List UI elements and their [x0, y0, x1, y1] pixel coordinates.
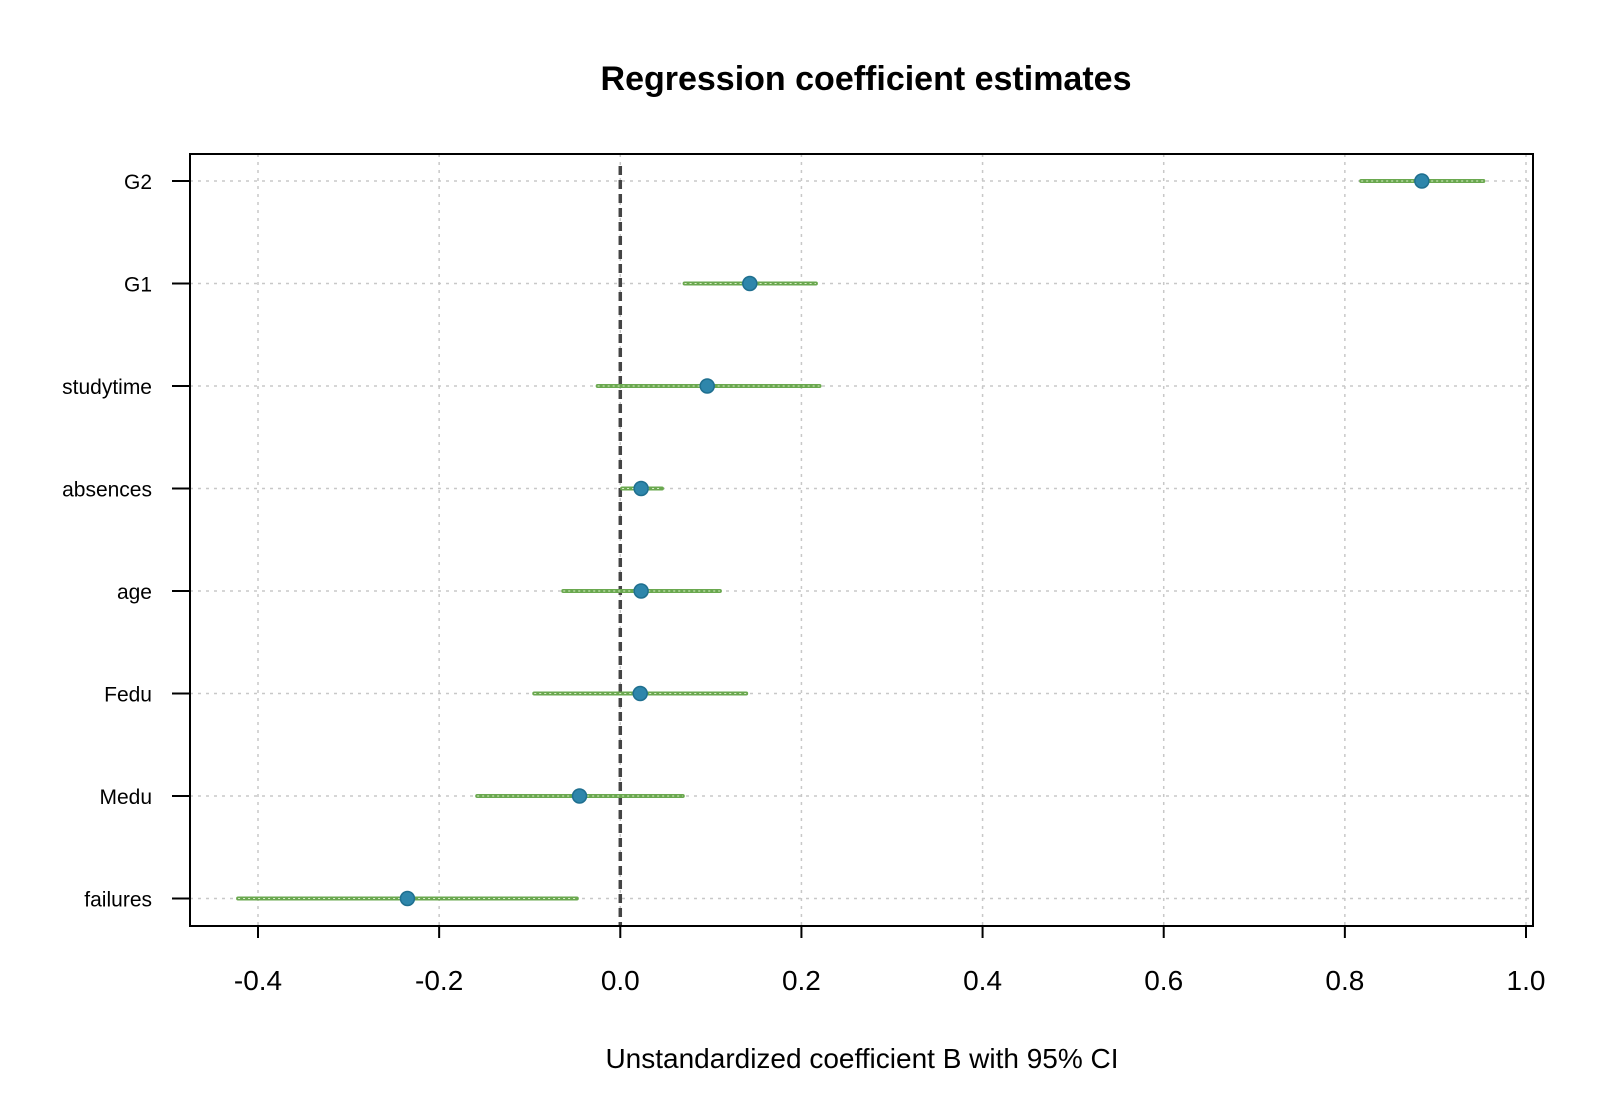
estimate-point — [632, 685, 648, 702]
x-tick-label: -0.4 — [234, 965, 282, 996]
chart-title: Regression coefficient estimates — [601, 60, 1132, 98]
x-tick-label: 0.2 — [782, 965, 821, 996]
y-tick-label: age — [117, 581, 152, 604]
y-tick-label: absences — [62, 479, 152, 502]
y-tick-label: Medu — [99, 786, 152, 809]
estimate-point — [1414, 173, 1430, 189]
estimate-point — [571, 788, 588, 804]
y-axis: G2 G1 studytime absences age Fedu Medu failures — [62, 171, 190, 912]
y-tick-label: failures — [84, 889, 152, 912]
estimate-point — [699, 378, 715, 394]
estimate-points — [399, 173, 1430, 907]
x-tick-label: 0.0 — [601, 965, 640, 996]
y-tick-label: G1 — [124, 274, 152, 297]
grid-lines — [190, 154, 1533, 926]
x-axis: -0.4 -0.2 0.0 0.2 0.4 0.6 0.8 1.0 — [234, 926, 1546, 996]
confidence-intervals — [236, 179, 1486, 901]
estimate-point — [399, 890, 416, 907]
estimate-point — [742, 275, 758, 292]
y-tick-label: Fedu — [104, 684, 152, 707]
x-tick-label: 1.0 — [1507, 965, 1546, 996]
x-axis-label: Unstandardized coefficient B with 95% CI — [605, 1043, 1118, 1074]
x-tick-label: 0.8 — [1325, 965, 1364, 996]
x-tick-label: -0.2 — [415, 965, 463, 996]
x-tick-label: 0.4 — [963, 965, 1002, 996]
y-tick-label: G2 — [124, 171, 152, 194]
y-tick-label: studytime — [62, 376, 152, 399]
x-tick-label: 0.6 — [1144, 965, 1183, 996]
estimate-point — [633, 480, 649, 497]
plot-frame — [189, 153, 1534, 927]
estimate-point — [633, 583, 649, 599]
